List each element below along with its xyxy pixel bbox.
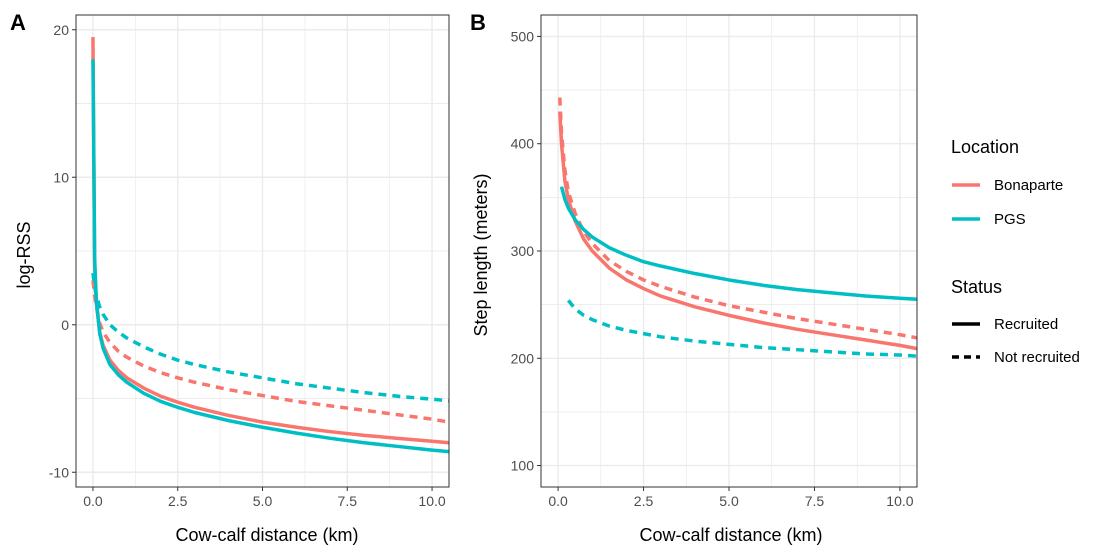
x-tick-label: 5.0: [253, 493, 273, 509]
panel-b-grid: [541, 15, 917, 487]
series-line-bonaparte-not-recruited: [558, 97, 918, 340]
y-tick-label: 100: [511, 458, 535, 474]
legend: Location Bonaparte PGS Status Recruited …: [951, 137, 1080, 366]
series-line-pgs-not-recruited: [566, 299, 918, 358]
y-tick-label: 0: [61, 317, 69, 333]
panel-a: A 0.0 2.5 5.0 7.5 10.0 -10 0 10 20 Cow-calf dist…: [10, 10, 450, 545]
panel-a-y-axis-title: log-RSS: [14, 221, 34, 288]
x-tick-label: 2.5: [168, 493, 188, 509]
panel-b-tag: B: [470, 10, 486, 35]
legend-label-bonaparte: Bonaparte: [994, 177, 1063, 194]
y-tick-label: -10: [49, 464, 69, 480]
series-line-bonaparte-recruited: [558, 111, 918, 351]
x-tick-label: 0.0: [83, 493, 103, 509]
series-line-pgs-recruited: [559, 186, 918, 302]
y-tick-label: 300: [511, 243, 535, 259]
x-tick-label: 7.5: [338, 493, 358, 509]
y-tick-label: 500: [511, 28, 535, 44]
y-tick-label: 200: [511, 350, 535, 366]
panel-a-ticks: 0.0 2.5 5.0 7.5 10.0 -10 0 10 20: [49, 22, 446, 509]
legend-location-title: Location: [951, 137, 1019, 157]
x-tick-label: 10.0: [886, 493, 913, 509]
y-tick-label: 400: [511, 136, 535, 152]
legend-status-title: Status: [951, 277, 1002, 297]
legend-label-not-recruited: Not recruited: [994, 349, 1080, 366]
panel-a-grid: [76, 15, 449, 487]
panel-b-x-axis-title: Cow-calf distance (km): [639, 525, 822, 545]
y-tick-label: 10: [53, 169, 69, 185]
panel-a-x-axis-title: Cow-calf distance (km): [175, 525, 358, 545]
x-tick-label: 0.0: [548, 493, 568, 509]
x-tick-label: 10.0: [418, 493, 445, 509]
panel-b-y-axis-title: Step length (meters): [471, 173, 491, 336]
y-tick-label: 20: [53, 22, 69, 38]
panel-a-tag: A: [10, 10, 26, 35]
panel-b: B 0.0 2.5 5.0 7.5 10.0 100 200 300 400 500 Cow-ca…: [470, 10, 918, 545]
legend-label-recruited: Recruited: [994, 316, 1058, 333]
legend-label-pgs: PGS: [994, 211, 1026, 228]
x-tick-label: 5.0: [719, 493, 739, 509]
x-tick-label: 7.5: [805, 493, 825, 509]
panel-b-ticks: 0.0 2.5 5.0 7.5 10.0 100 200 300 400 500: [511, 28, 914, 509]
x-tick-label: 2.5: [634, 493, 654, 509]
panel-b-series: [558, 97, 918, 358]
series-line-pgs-recruited: [91, 59, 450, 454]
panel-a-series: [91, 37, 450, 454]
